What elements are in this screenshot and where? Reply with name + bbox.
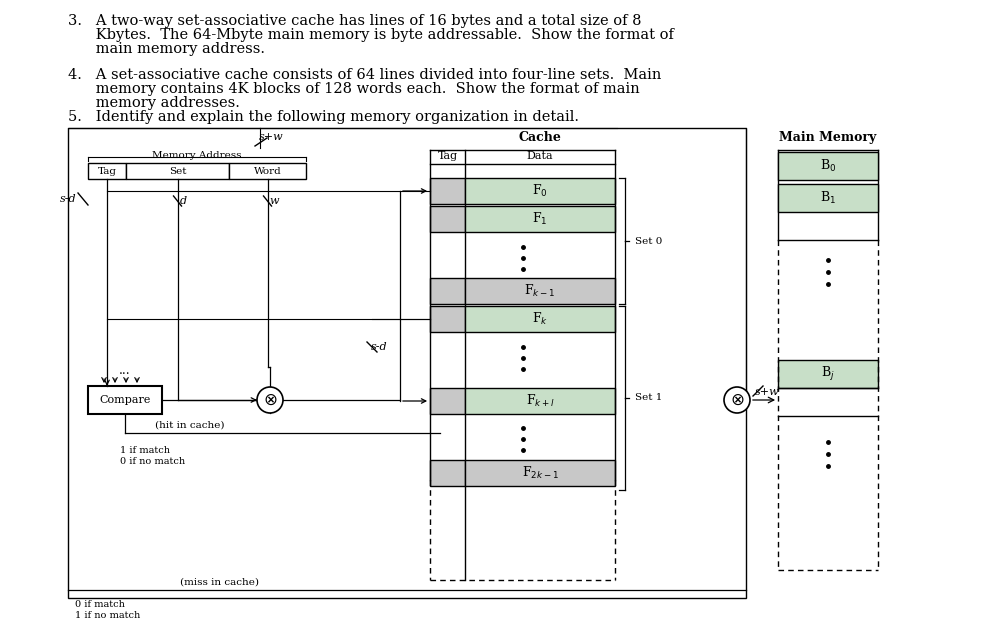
Text: Cache: Cache (518, 131, 562, 144)
Bar (229, 163, 306, 179)
Bar (778, 152, 878, 180)
Text: B$_j$: B$_j$ (821, 365, 835, 383)
Circle shape (724, 387, 750, 413)
Text: s-d: s-d (371, 342, 388, 352)
Text: F$_k$: F$_k$ (532, 311, 548, 327)
Bar (88, 386, 162, 414)
Text: 3.   A two-way set-associative cache has lines of 16 bytes and a total size of 8: 3. A two-way set-associative cache has l… (68, 14, 642, 28)
Text: 5.   Identify and explain the following memory organization in detail.: 5. Identify and explain the following me… (68, 110, 579, 124)
Bar (465, 278, 615, 304)
Bar (465, 306, 615, 332)
Text: ...: ... (120, 363, 131, 376)
Bar (88, 163, 126, 179)
Text: s-d: s-d (59, 194, 76, 204)
Bar (465, 388, 615, 414)
Bar (430, 278, 465, 304)
Bar (430, 206, 465, 232)
Bar (778, 360, 878, 388)
Text: main memory address.: main memory address. (68, 42, 265, 56)
Text: 1 if match: 1 if match (120, 446, 170, 455)
Text: Tag: Tag (437, 151, 458, 161)
Bar (430, 178, 465, 204)
Text: w: w (269, 196, 279, 206)
Text: ⊗: ⊗ (263, 391, 277, 409)
Circle shape (257, 387, 283, 413)
Text: 0 if match: 0 if match (75, 600, 125, 609)
Text: s+w: s+w (755, 387, 779, 397)
Text: F$_{k+l}$: F$_{k+l}$ (525, 393, 555, 409)
Text: 1 if no match: 1 if no match (75, 611, 140, 620)
Text: (miss in cache): (miss in cache) (181, 578, 259, 587)
Text: (hit in cache): (hit in cache) (155, 421, 225, 430)
Text: 4.   A set-associative cache consists of 64 lines divided into four-line sets.  : 4. A set-associative cache consists of 6… (68, 68, 662, 82)
Text: Main Memory: Main Memory (779, 131, 876, 144)
Bar (465, 460, 615, 486)
Text: B$_1$: B$_1$ (820, 190, 836, 206)
Text: B$_0$: B$_0$ (820, 158, 836, 174)
Bar (778, 184, 878, 212)
Text: memory contains 4K blocks of 128 words each.  Show the format of main: memory contains 4K blocks of 128 words e… (68, 82, 640, 96)
Text: F$_{2k-1}$: F$_{2k-1}$ (521, 465, 559, 481)
Bar (465, 206, 615, 232)
Text: ⊗: ⊗ (730, 391, 744, 409)
Bar (430, 460, 465, 486)
Text: Compare: Compare (99, 395, 150, 405)
Text: d: d (179, 196, 187, 206)
Text: Word: Word (253, 167, 282, 175)
Text: Data: Data (527, 151, 553, 161)
Bar (126, 163, 229, 179)
Text: Kbytes.  The 64-Mbyte main memory is byte addressable.  Show the format of: Kbytes. The 64-Mbyte main memory is byte… (68, 28, 674, 42)
Bar (430, 306, 465, 332)
Bar (465, 178, 615, 204)
Text: Set 0: Set 0 (635, 236, 663, 246)
Text: memory addresses.: memory addresses. (68, 96, 240, 110)
Text: Set: Set (169, 167, 186, 175)
Text: F$_0$: F$_0$ (532, 183, 548, 199)
Bar (430, 388, 465, 414)
Text: Memory Address: Memory Address (152, 151, 241, 160)
Bar (68, 128, 746, 598)
Text: s+w: s+w (259, 132, 284, 142)
Text: 0 if no match: 0 if no match (120, 457, 185, 466)
Text: F$_1$: F$_1$ (532, 211, 548, 227)
Text: F$_{k-1}$: F$_{k-1}$ (524, 283, 556, 299)
Text: Set 1: Set 1 (635, 394, 663, 402)
Text: Tag: Tag (98, 167, 117, 175)
